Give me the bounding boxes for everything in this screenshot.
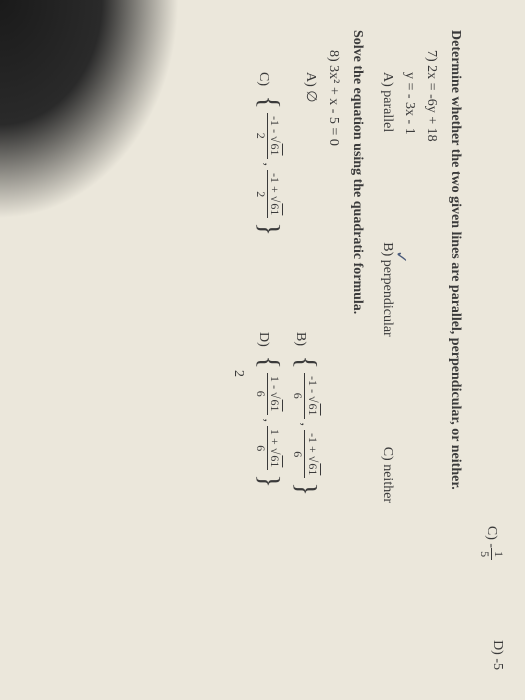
c-n1: -1 - √	[268, 116, 282, 143]
frac-den: 5	[478, 548, 491, 560]
q7: 7) 2x = -6y + 18	[423, 50, 439, 670]
q7-eq1: 2x = -6y + 18	[424, 65, 439, 141]
stray-2: 2	[230, 370, 246, 670]
d-n2: 1 + √	[268, 429, 282, 454]
section1-title: Determine whether the two given lines ar…	[447, 30, 463, 670]
c-d2: 2	[254, 188, 267, 200]
c-r2: 61	[268, 202, 282, 215]
q7-num: 7)	[424, 50, 439, 62]
q7-eq2: y = - 3x - 1	[401, 72, 417, 670]
b-r2: 61	[306, 462, 320, 475]
option-c-frac: C) -15	[478, 526, 505, 560]
b-r1: 61	[306, 403, 320, 416]
d-r1: 61	[268, 399, 282, 412]
d-r2: 61	[268, 454, 282, 467]
q8-c-label: C)	[255, 72, 271, 92]
q7-choices: A) parallel B) perpendicular C) neither	[379, 72, 395, 670]
c-n2: -1 + √	[268, 173, 282, 202]
b-n1: -1 - √	[306, 376, 320, 403]
q8-b-label: B)	[292, 332, 308, 352]
q7-a: A) parallel	[379, 72, 395, 132]
q8-choices: A) ∅ B) { -1 - √61 6 , -1 + √61 6 } C)	[254, 72, 319, 670]
q8-a-label: A) ∅	[302, 72, 319, 102]
q7-b: B) perpendicular	[379, 242, 395, 336]
opt-c-label: C)	[484, 526, 499, 540]
frac-num: 1	[491, 548, 505, 560]
q8-num: 8)	[326, 50, 341, 62]
b-d1: 6	[291, 390, 304, 402]
q8: 8) 3x² + x - 5 = 0	[325, 50, 341, 670]
q8-eq: 3x² + x - 5 = 0	[326, 65, 341, 146]
b-d2: 6	[291, 448, 304, 460]
c-d1: 2	[254, 130, 267, 142]
c-r1: 61	[268, 143, 282, 156]
q8-b: B) { -1 - √61 6 , -1 + √61 6 }	[291, 332, 318, 592]
option-d: D) -5	[478, 640, 505, 670]
q8-d: D) { 1 - √61 6 , 1 + √61 6 }	[254, 332, 281, 592]
d-n1: 1 - √	[268, 376, 282, 399]
d-d2: 6	[254, 442, 267, 454]
q8-a: A) ∅	[291, 72, 318, 332]
section2-title: Solve the equation using the quadratic f…	[349, 30, 365, 670]
top-options-row: C) -15 D) -5	[478, 30, 505, 670]
d-d1: 6	[254, 388, 267, 400]
b-n2: -1 + √	[306, 433, 320, 462]
q8-d-label: D)	[255, 332, 271, 352]
q8-c: C) { -1 - √61 2 , -1 + √61 2 }	[254, 72, 281, 332]
q7-c: C) neither	[379, 447, 395, 503]
